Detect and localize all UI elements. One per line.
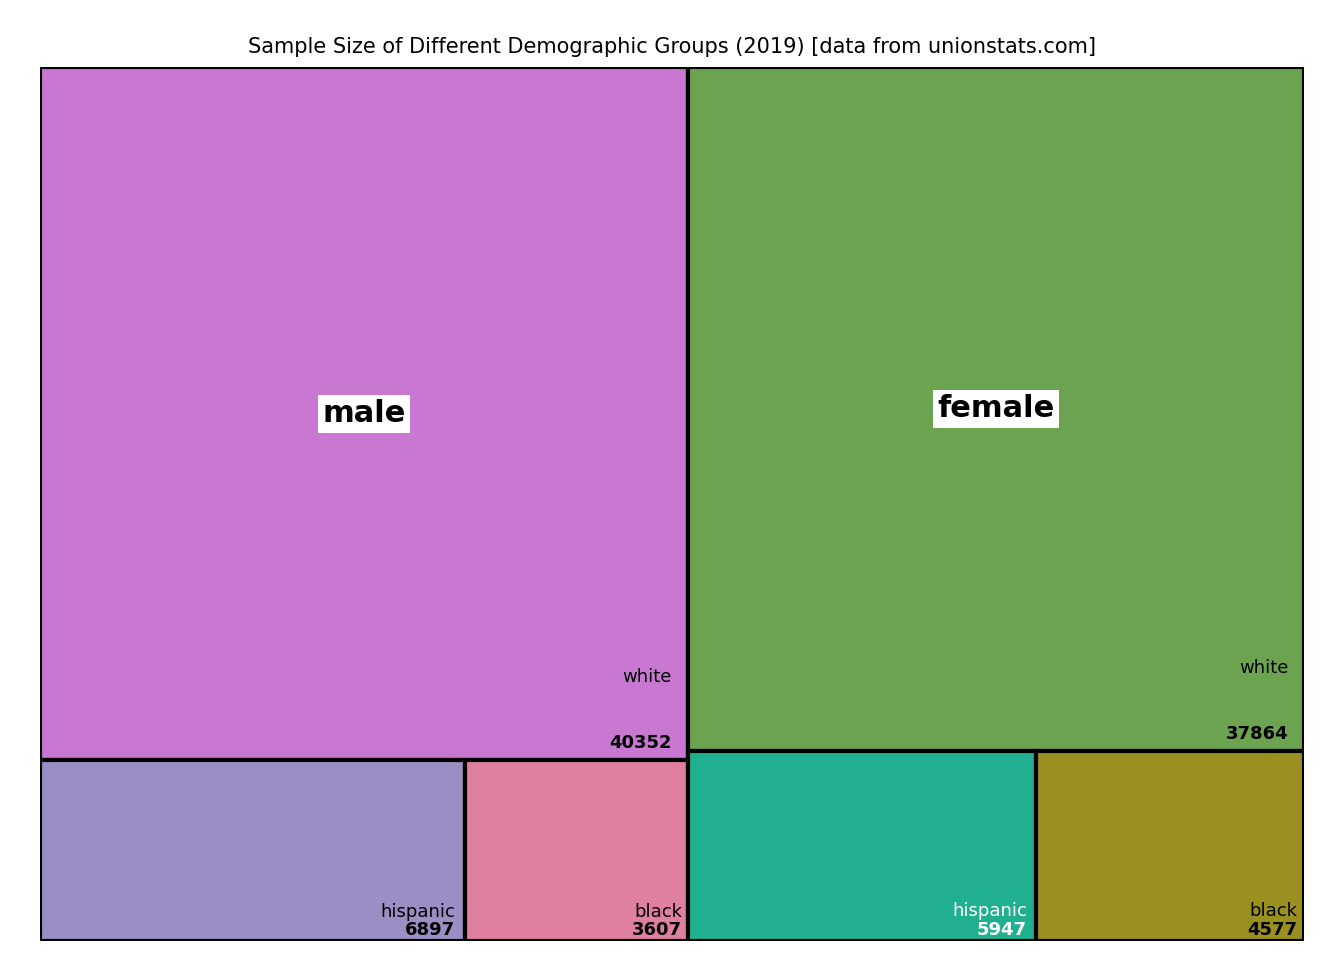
Bar — [1036, 751, 1304, 941]
Text: 6897: 6897 — [405, 921, 454, 939]
Bar — [465, 760, 688, 941]
Text: 37864: 37864 — [1226, 725, 1289, 743]
Text: 4577: 4577 — [1247, 921, 1297, 939]
Text: white: white — [1239, 659, 1289, 677]
Text: female: female — [937, 395, 1054, 423]
Text: 3607: 3607 — [632, 921, 683, 939]
Text: 5947: 5947 — [977, 921, 1027, 939]
Text: 40352: 40352 — [609, 734, 672, 752]
Text: hispanic: hispanic — [952, 902, 1027, 921]
Text: black: black — [1249, 902, 1297, 921]
Text: white: white — [622, 667, 672, 685]
Bar — [40, 760, 465, 941]
Title: Sample Size of Different Demographic Groups (2019) [data from unionstats.com]: Sample Size of Different Demographic Gro… — [249, 37, 1095, 58]
Text: male: male — [323, 399, 406, 428]
Bar — [688, 67, 1304, 751]
Bar — [688, 751, 1036, 941]
Text: black: black — [634, 903, 683, 922]
Text: hispanic: hispanic — [380, 903, 454, 922]
Bar — [40, 67, 688, 760]
